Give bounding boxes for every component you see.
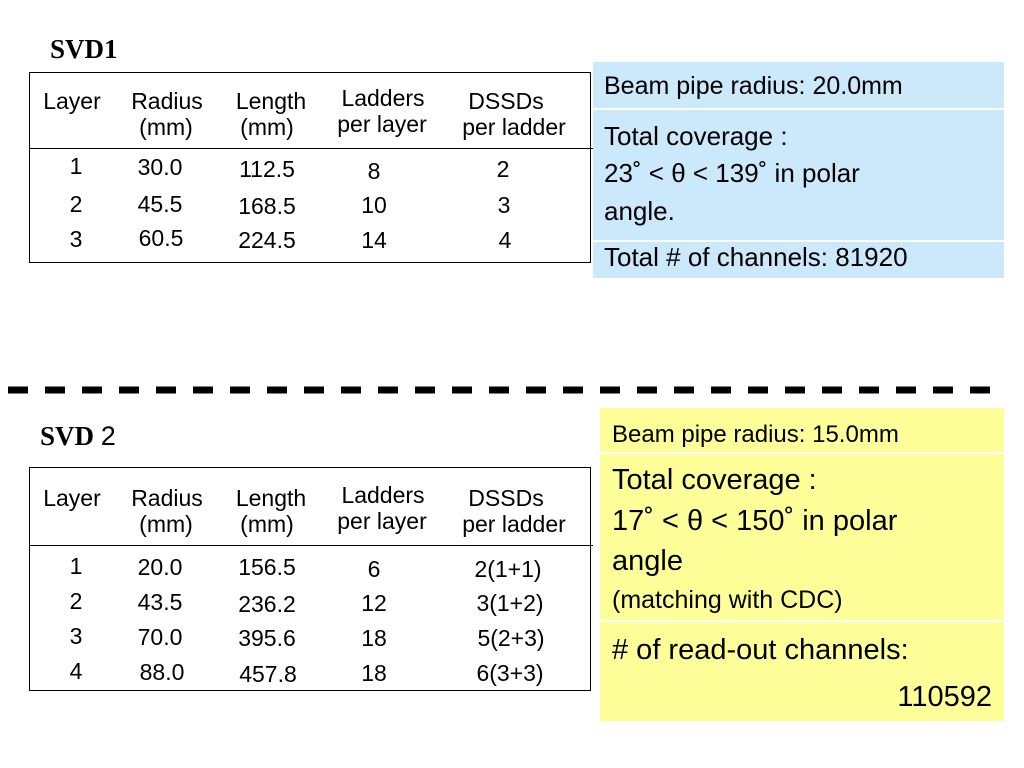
svd2-row1-layer: 1	[69, 553, 83, 579]
svd1-header-dssds-sub: per ladder	[462, 114, 566, 140]
svd2-header-radius: Radius	[131, 485, 203, 511]
svd2-row3-dssds: 5(2+3)	[477, 625, 545, 651]
svd2-row2-dssds: 3(1+2)	[476, 590, 544, 616]
svd2-row4-layer: 4	[69, 658, 83, 684]
svd1-row1-length: 112.5	[239, 156, 295, 182]
svd2-header-length-unit: (mm)	[240, 511, 294, 537]
svd1-row2-dssds: 3	[497, 192, 511, 218]
svd1-header-ladders-sub: per layer	[337, 111, 427, 137]
svd1-header-length: Length	[235, 88, 307, 114]
svd2-header-dssds-sub: per ladder	[462, 511, 566, 537]
svd2-coverage-end: angle	[612, 545, 683, 577]
svd2-row4-radius: 88.0	[139, 659, 185, 685]
svd2-row3-length: 395.6	[238, 625, 296, 651]
svd1-header-length-unit: (mm)	[240, 114, 294, 140]
svd2-readout-value: 110592	[897, 681, 992, 713]
svd1-row3-layer: 3	[69, 226, 83, 252]
svd2-row3-ladders: 18	[361, 625, 387, 651]
svd2-header-dssds: DSSDs	[468, 485, 544, 511]
svd1-header-ladders: Ladders	[341, 85, 425, 111]
svd1-info-divider-1	[593, 108, 1004, 110]
svd2-header-radius-unit: (mm)	[139, 511, 193, 537]
section-divider	[8, 386, 992, 394]
svd1-header-radius-unit: (mm)	[139, 114, 193, 140]
svd2-title: SVD 2	[40, 423, 116, 450]
svd2-row1-length: 156.5	[238, 554, 296, 580]
svd2-title-number: 2	[100, 421, 116, 451]
svd2-row2-radius: 43.5	[137, 589, 183, 615]
svd1-row1-radius: 30.0	[137, 154, 183, 180]
svd2-row2-length: 236.2	[238, 591, 296, 617]
svd2-header-length: Length	[235, 485, 307, 511]
svd2-row4-dssds: 6(3+3)	[476, 660, 544, 686]
svd2-header-divider	[30, 545, 593, 546]
svd2-coverage-range: 17˚ < θ < 150˚ in polar	[612, 505, 898, 537]
svd2-row1-ladders: 6	[367, 556, 381, 582]
svd2-row3-layer: 3	[69, 623, 83, 649]
svd1-header-radius: Radius	[131, 88, 203, 114]
svd1-row2-length: 168.5	[238, 193, 296, 219]
svd2-readout-label: # of read-out channels:	[612, 634, 909, 666]
svd1-coverage-end: angle.	[604, 196, 675, 226]
svd1-info-divider-2	[593, 240, 1004, 242]
svd1-row3-radius: 60.5	[138, 225, 184, 251]
svd2-row2-ladders: 12	[361, 590, 387, 616]
svd1-header-divider	[30, 148, 593, 149]
svd1-row1-layer: 1	[69, 153, 83, 179]
svd2-row1-dssds: 2(1+1)	[474, 556, 542, 582]
svd2-row3-radius: 70.0	[137, 624, 183, 650]
svd1-coverage-range: 23˚ < θ < 139˚ in polar	[604, 158, 860, 188]
svd1-row1-dssds: 2	[496, 156, 510, 182]
svd2-row4-length: 457.8	[239, 661, 297, 687]
svd2-row1-radius: 20.0	[137, 554, 183, 580]
svd1-row1-ladders: 8	[367, 158, 381, 184]
svd2-info-divider-1	[600, 452, 1004, 454]
svd2-table	[29, 467, 593, 691]
svd1-table	[29, 72, 593, 263]
svd2-beam-pipe-radius: Beam pipe radius: 15.0mm	[612, 421, 899, 448]
svd2-info-divider-2	[600, 620, 1004, 622]
svd2-header-layer: Layer	[43, 485, 101, 511]
svd1-title: SVD1	[50, 34, 118, 64]
svd2-header-ladders: Ladders	[341, 482, 425, 508]
svd1-beam-pipe-radius: Beam pipe radius: 20.0mm	[604, 72, 903, 100]
svd2-title-text: SVD	[40, 421, 95, 451]
svd1-info-box: Beam pipe radius: 20.0mm Total coverage …	[593, 62, 1004, 278]
svd1-coverage-label: Total coverage :	[604, 121, 788, 151]
svd2-info-box: Beam pipe radius: 15.0mm Total coverage …	[600, 408, 1004, 721]
svd2-coverage-label: Total coverage :	[612, 464, 817, 496]
svd1-row3-length: 224.5	[238, 227, 296, 253]
svd1-row2-layer: 2	[69, 191, 83, 217]
svd2-row2-layer: 2	[69, 588, 83, 614]
svd1-total-channels: Total # of channels: 81920	[604, 242, 908, 272]
svd1-row2-radius: 45.5	[137, 191, 183, 217]
svd1-row3-dssds: 4	[498, 227, 512, 253]
svd1-header-dssds: DSSDs	[468, 88, 544, 114]
svd1-row3-ladders: 14	[361, 227, 387, 253]
svd1-row2-ladders: 10	[361, 192, 387, 218]
svd2-coverage-note: (matching with CDC)	[612, 586, 843, 614]
svd1-header-layer: Layer	[43, 88, 101, 114]
svd2-row4-ladders: 18	[361, 660, 387, 686]
svd2-header-ladders-sub: per layer	[337, 508, 427, 534]
